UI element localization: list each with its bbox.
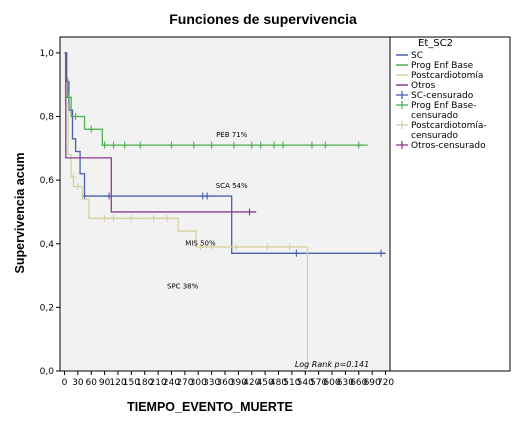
- censor-mark-prog-enf-base: [72, 113, 79, 121]
- x-tick-label: 60: [85, 378, 97, 388]
- censor-mark-postcardiotomia: [208, 243, 215, 251]
- x-tick-label: 600: [323, 378, 340, 388]
- x-tick-label: 330: [203, 378, 220, 388]
- censor-mark-prog-enf-base: [190, 141, 197, 149]
- x-tick-label: 240: [163, 378, 180, 388]
- legend-label: Prog Enf Base: [411, 61, 474, 71]
- x-tick-label: 360: [216, 378, 233, 388]
- censor-mark-prog-enf-base: [110, 141, 117, 149]
- legend-label-line: Prog Enf Base-: [411, 101, 476, 111]
- censor-mark-prog-enf-base: [271, 141, 278, 149]
- censor-mark-otros: [246, 208, 253, 216]
- censor-mark-postcardiotomia: [128, 214, 135, 222]
- x-axis-label: TIEMPO_EVENTO_MUERTE: [127, 400, 293, 414]
- annotation-layer: PEB 71% SCA 54% MIS 50% SPC 38% Log Rank p=0…: [167, 131, 369, 369]
- x-tick-label: 90: [99, 378, 111, 388]
- x-tick-label: 690: [364, 378, 381, 388]
- chart-title: Funciones de supervivencia: [169, 11, 357, 27]
- censor-mark-prog-enf-base: [137, 141, 144, 149]
- y-tick-label: 0,4: [40, 240, 55, 250]
- x-tick-label: 420: [243, 378, 260, 388]
- censor-mark-sc: [378, 249, 385, 257]
- censor-mark-prog-enf-base: [65, 93, 72, 101]
- censor-mark-prog-enf-base: [308, 141, 315, 149]
- x-tick-label: 300: [190, 378, 207, 388]
- y-axis-label: Supervivencia acum: [13, 153, 27, 274]
- censor-mark-postcardiotomia: [233, 243, 240, 251]
- y-tick-label: 1,0: [40, 49, 55, 59]
- censor-mark-postcardiotomia: [164, 214, 171, 222]
- x-tick-label: 660: [350, 378, 367, 388]
- censor-mark-prog-enf-base: [121, 141, 128, 149]
- censor-mark-postcardiotomia: [74, 183, 81, 191]
- censor-mark-prog-enf-base: [208, 141, 215, 149]
- x-tick-label: 270: [176, 378, 193, 388]
- plot-frame: [59, 36, 391, 372]
- x-tick-label: 570: [310, 378, 327, 388]
- legend-label: SC: [411, 51, 423, 61]
- x-tick-label: 120: [109, 378, 126, 388]
- x-tick-label: 540: [297, 378, 314, 388]
- x-tick-label: 150: [123, 378, 140, 388]
- survival-annotation: MIS 50%: [185, 239, 216, 247]
- censor-mark-postcardiotomia: [70, 173, 77, 181]
- x-tick-label: 480: [270, 378, 287, 388]
- tick-layer: 0 30 60 90 120150180210240270300330360390420…: [40, 49, 395, 388]
- censor-mark-prog-enf-base: [168, 141, 175, 149]
- survival-annotation: SCA 54%: [216, 182, 248, 190]
- censor-mark-postcardiotomia: [286, 243, 293, 251]
- censor-mark-postcardiotomia: [197, 243, 204, 251]
- survival-annotation: PEB 71%: [216, 131, 248, 139]
- legend-label: Postcardiotomía: [411, 71, 483, 81]
- x-tick-label: 720: [377, 378, 394, 388]
- censor-mark-prog-enf-base: [248, 141, 255, 149]
- censor-mark-prog-enf-base: [355, 141, 362, 149]
- legend-label: Otros-censurado: [411, 141, 486, 151]
- censor-mark-prog-enf-base: [322, 141, 329, 149]
- censor-mark-prog-enf-base: [279, 141, 286, 149]
- legend-label: Prog Enf Base-censurado: [411, 101, 476, 121]
- censor-mark-postcardiotomia: [101, 214, 108, 222]
- censor-mark-prog-enf-base: [88, 125, 95, 133]
- censor-mark-sc: [204, 192, 211, 200]
- y-tick-label: 0,8: [40, 113, 55, 123]
- censor-mark-postcardiotomia: [150, 214, 157, 222]
- x-tick-label: 0: [62, 378, 68, 388]
- y-tick-label: 0,6: [40, 176, 55, 186]
- series-layer: [64, 52, 386, 371]
- censor-mark-sc: [293, 249, 300, 257]
- series-line-otros: [64, 52, 257, 213]
- y-tick-label: 0,0: [40, 367, 55, 377]
- x-tick-label: 450: [257, 378, 274, 388]
- x-tick-label: 180: [136, 378, 153, 388]
- x-tick-label: 210: [150, 378, 167, 388]
- log-rank-annotation: Log Rank p=0.141: [295, 360, 369, 369]
- survival-annotation: SPC 38%: [167, 282, 199, 290]
- x-tick-label: 510: [283, 378, 300, 388]
- censor-mark-postcardiotomia: [110, 214, 117, 222]
- censor-mark-prog-enf-base: [101, 141, 108, 149]
- x-tick-label: 630: [337, 378, 354, 388]
- censor-mark-postcardiotomia: [264, 243, 271, 251]
- legend-label-line: censurado: [411, 111, 459, 121]
- legend-label: Otros: [411, 81, 436, 91]
- legend-frame: [389, 36, 511, 372]
- legend-label-line: censurado: [411, 131, 459, 141]
- x-tick-label: 390: [230, 378, 247, 388]
- series-line-postcardiotomia: [64, 52, 309, 371]
- censor-mark-prog-enf-base: [230, 141, 237, 149]
- legend-label: SC-censurado: [411, 91, 474, 101]
- legend-label: Postcardiotomía-censurado: [411, 121, 487, 141]
- legend-label-line: Postcardiotomía-: [411, 121, 487, 131]
- legend-title: Et_SC2: [418, 38, 453, 49]
- x-tick-label: 30: [72, 378, 84, 388]
- censor-mark-prog-enf-base: [257, 141, 264, 149]
- y-tick-label: 0,2: [40, 303, 54, 313]
